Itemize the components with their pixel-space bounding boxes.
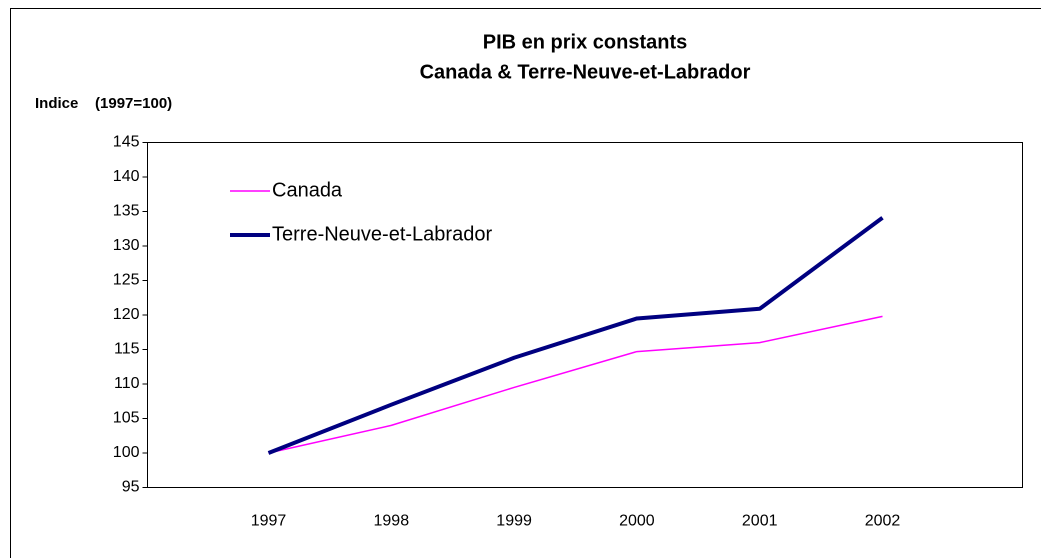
y-tick-label: 115: [114, 341, 140, 358]
x-tick-label: 1998: [374, 513, 410, 530]
x-tick-label: 2000: [619, 513, 655, 530]
x-tick-label: 2001: [742, 513, 778, 530]
legend-label: Canada: [272, 179, 343, 201]
y-tick-label: 135: [113, 203, 140, 220]
y-tick-label: 140: [113, 168, 140, 185]
x-tick-label: 1997: [251, 513, 287, 530]
x-tick-label: 1999: [496, 513, 532, 530]
legend-label: Terre-Neuve-et-Labrador: [272, 223, 492, 245]
series-line: [267, 216, 884, 455]
y-tick-label: 145: [113, 134, 140, 151]
y-axis-label: Indice (1997=100): [35, 95, 172, 112]
y-tick-label: 95: [122, 479, 140, 496]
series-line: [268, 315, 883, 454]
chart-title: PIB en prix constants: [483, 31, 688, 53]
y-tick-label: 130: [113, 237, 140, 254]
x-tick-label: 2002: [865, 513, 901, 530]
y-tick-label: 120: [113, 306, 140, 323]
y-tick-label: 105: [113, 410, 140, 427]
y-tick-label: 110: [114, 375, 140, 392]
chart-frame: [10, 8, 1041, 558]
y-tick-label: 100: [113, 444, 140, 461]
chart-subtitle: Canada & Terre-Neuve-et-Labrador: [420, 61, 751, 83]
y-tick-label: 125: [113, 272, 140, 289]
